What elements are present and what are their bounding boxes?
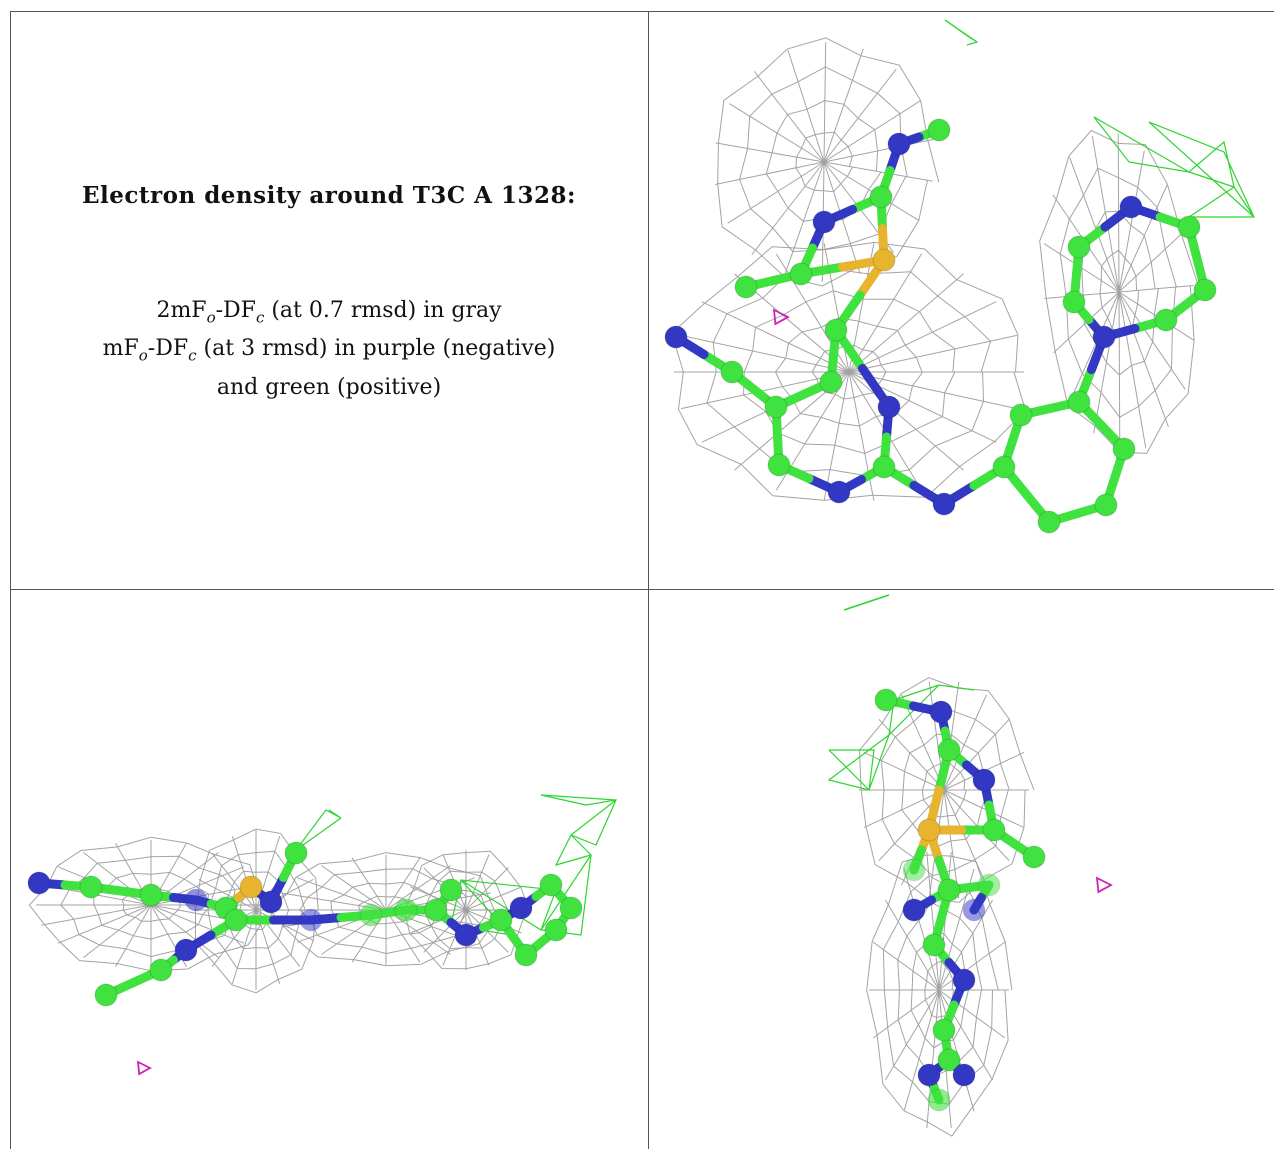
legend-line-1: 2mFo-DFc (at 0.7 rmsd) in gray [156,298,502,327]
carbon-atom [544,918,568,942]
carbon-atom [94,983,118,1007]
nitrogen-atom [1119,195,1143,219]
carbon-atom [1112,437,1136,461]
carbon-atom [424,898,448,922]
nitrogen-atom [812,210,836,234]
legend-line-2: mFo-DFc (at 3 rmsd) in purple (negative) [102,336,556,365]
carbon-atom [789,262,813,286]
nitrogen-atom [902,898,926,922]
nitrogen-atom [27,871,51,895]
carbon-atom [1009,403,1033,427]
bonds-view-1 [671,125,1210,527]
frame-left-border [10,11,11,1149]
legend-line-3: and green (positive) [216,374,442,400]
carbon-atom [79,875,103,899]
nitrogen-atom [972,768,996,792]
nitrogen-atom [509,896,533,920]
nitrogen-atom [952,968,976,992]
carbon-atom [539,873,563,897]
carbon-atom [869,185,893,209]
molecule-view-bottom-right [827,594,1113,1137]
nitrogen-atom [174,938,198,962]
carbon-atom [1193,278,1217,302]
carbon-atom [767,453,791,477]
carbon-atom [927,1088,951,1112]
atoms-view-2 [27,841,583,1007]
carbon-atom [1094,493,1118,517]
carbon-atom [439,878,463,902]
purple-negative-mesh [136,1060,152,1076]
carbon-atom [977,873,1001,897]
carbon-atom [284,841,308,865]
carbon-atom [1037,510,1061,534]
legend-text: 2mFo-DFc (at 0.7 rmsd) in gray mFo-DFc (… [10,295,648,403]
green-positive-mesh-small [295,809,342,851]
carbon-atom [927,118,951,142]
carbon-atom [394,898,418,922]
nitrogen-atom [827,480,851,504]
frame-top-border [10,11,1274,12]
figure-title: Electron density around T3C A 1328: [81,182,577,209]
nitrogen-atom [887,132,911,156]
nitrogen-atom [929,700,953,724]
frame-vertical-divider [648,11,649,1149]
carbon-atom [1067,390,1091,414]
carbon-atom [1067,235,1091,259]
nitrogen-atom [184,888,208,912]
nitrogen-atom [877,395,901,419]
atoms-view-1 [664,118,1217,534]
carbon-atom [1062,290,1086,314]
carbon-atom [937,738,961,762]
carbon-atom [874,688,898,712]
carbon-atom [359,903,383,927]
nitrogen-atom [664,325,688,349]
carbon-atom [824,318,848,342]
carbon-atom [872,455,896,479]
nitrogen-atom [259,890,283,914]
nitrogen-atom [454,923,478,947]
green-positive-mesh-small [944,19,979,46]
carbon-atom [982,818,1006,842]
carbon-atom [764,395,788,419]
carbon-atom [819,370,843,394]
carbon-atom [922,933,946,957]
carbon-atom [734,275,758,299]
carbon-atom [932,1018,956,1042]
carbon-atom [559,896,583,920]
atoms-view-3 [874,688,1046,1112]
carbon-atom [1022,845,1046,869]
nitrogen-atom [932,492,956,516]
nitrogen-atom [962,898,986,922]
gray-density-mesh-left [714,37,940,287]
carbon-atom [139,883,163,907]
carbon-atom [937,878,961,902]
carbon-atom [902,858,926,882]
molecule-view-bottom-left [27,794,618,1076]
carbon-atom [992,455,1016,479]
green-positive-mesh [1093,116,1255,218]
purple-negative-mesh [1095,876,1113,894]
carbon-atom [937,1048,961,1072]
carbon-atom [514,943,538,967]
sulfur-atom [239,875,263,899]
nitrogen-atom [299,908,323,932]
nitrogen-atom [917,1063,941,1087]
carbon-atom [720,360,744,384]
sulfur-atom [872,248,896,272]
purple-negative-mesh [772,308,790,326]
carbon-atom [1154,308,1178,332]
green-positive-mesh [450,794,618,936]
molecule-view-top-right [664,19,1255,534]
sulfur-atom [917,818,941,842]
nitrogen-atom [952,1063,976,1087]
nitrogen-atom [1092,325,1116,349]
green-positive-mesh-small [843,594,890,611]
frame-horizontal-divider [10,589,1274,590]
carbon-atom [1177,215,1201,239]
carbon-atom [149,958,173,982]
carbon-atom [224,908,248,932]
caption-panel: Electron density around T3C A 1328: 2mFo… [10,12,648,590]
carbon-atom [489,908,513,932]
